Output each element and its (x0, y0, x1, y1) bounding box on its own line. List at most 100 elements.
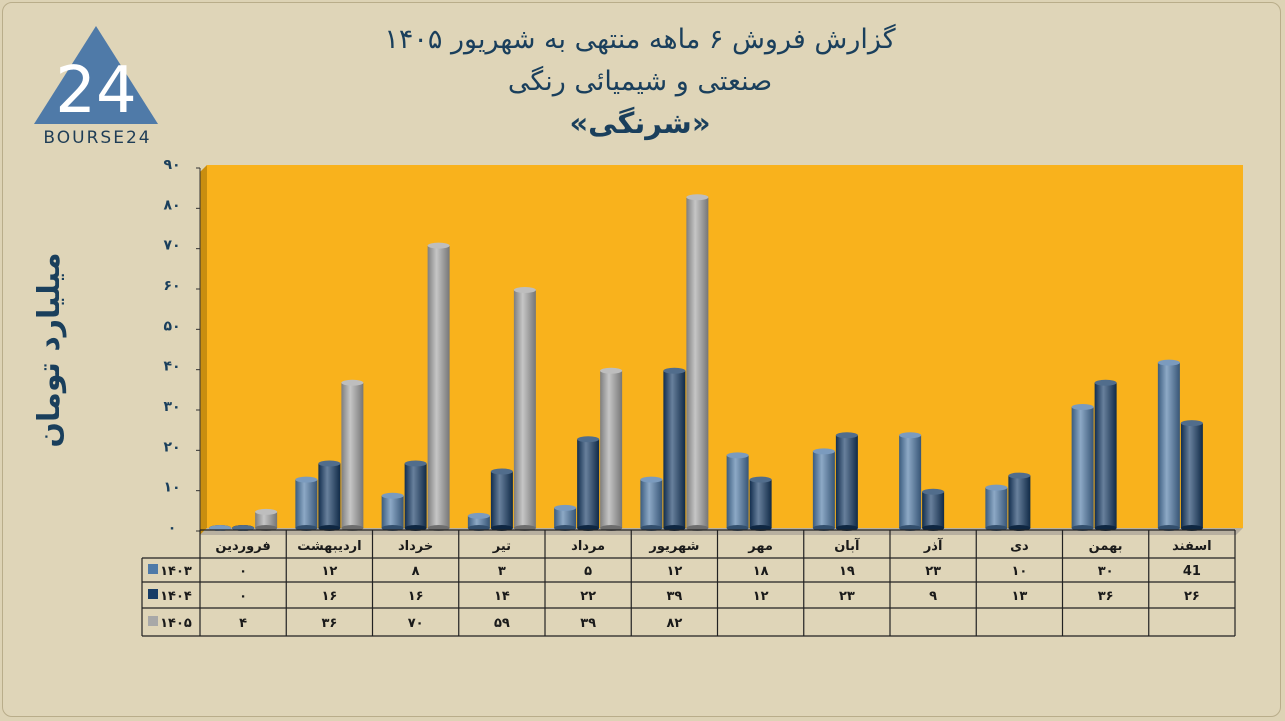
category-label: آبان (834, 537, 860, 554)
bar-top (554, 504, 577, 511)
chart-title-line2: صنعتی و شیمیائی رنگی (507, 66, 773, 97)
chart-title-line1: گزارش فروش ۶ ماهه منتهی به شهریور ۱۴۰۵ (384, 24, 896, 55)
data-label: ۳۶ (321, 616, 337, 631)
bar (749, 479, 772, 528)
bar (922, 491, 945, 528)
bar (726, 455, 749, 528)
bar (255, 511, 278, 528)
data-label: 41 (1183, 564, 1201, 579)
category-label: شهریور (648, 539, 699, 554)
data-label: ۱۲ (753, 589, 769, 604)
bar (600, 370, 623, 528)
bar-top (812, 448, 835, 455)
y-tick-label: ۳۰ (163, 399, 180, 415)
category-label: آذر (923, 537, 943, 554)
category-label: تیر (492, 539, 511, 554)
bar (295, 479, 318, 528)
legend-swatch (148, 616, 158, 626)
y-tick-label: ۴۰ (163, 359, 180, 375)
category-label: اردیبهشت (297, 539, 361, 554)
data-label: ۲۳ (925, 564, 941, 579)
data-label: ۱۳ (1011, 589, 1027, 604)
bar (513, 290, 536, 528)
category-label: بهمن (1089, 539, 1123, 554)
data-label: ۱۰ (1011, 564, 1027, 579)
data-label: ۵ (584, 564, 592, 579)
data-label: ۹ (929, 589, 937, 604)
data-label: ۳۶ (1098, 589, 1114, 604)
data-label: ۷۰ (408, 616, 424, 631)
bar (554, 507, 577, 528)
bar (835, 435, 858, 528)
bar-top (341, 379, 364, 386)
bar-top (577, 436, 600, 443)
bar (1180, 423, 1203, 528)
bar-top (381, 492, 404, 499)
bar-top (295, 476, 318, 483)
bar-top (490, 468, 513, 475)
y-tick-label: ۸۰ (163, 197, 180, 213)
data-label: ۰ (239, 589, 247, 604)
bar (640, 479, 663, 528)
data-label: ۱۸ (753, 564, 769, 579)
data-label: ۴ (239, 616, 247, 631)
bar (1008, 475, 1031, 528)
bourse24-logo-icon: 24 (34, 26, 158, 128)
bar (899, 435, 922, 528)
category-label: اسفند (1172, 539, 1211, 554)
bar (467, 515, 490, 528)
bar-top (513, 287, 536, 294)
y-tick-label: ۹۰ (163, 157, 180, 173)
legend-series-name: ۱۴۰۳ (160, 564, 192, 579)
bar-top (1157, 359, 1180, 366)
bar (812, 451, 835, 528)
y-tick-label: ۰ (168, 520, 177, 536)
bar (404, 463, 427, 528)
plot-area (207, 165, 1243, 528)
y-tick-label: ۵۰ (163, 318, 180, 334)
bar-top (427, 242, 450, 249)
y-tick-label: ۶۰ (163, 278, 180, 294)
data-label: ۲۲ (580, 589, 596, 604)
bar-top (1180, 420, 1203, 427)
bar-top (899, 432, 922, 439)
bar (381, 495, 404, 528)
data-label: ۳۹ (580, 616, 596, 631)
data-label: ۱۶ (408, 589, 424, 604)
bar-top (1094, 379, 1117, 386)
category-label: فروردین (215, 539, 270, 554)
data-label: ۳۹ (666, 589, 682, 604)
data-label: ۱۲ (666, 564, 682, 579)
bar-top (985, 484, 1008, 491)
bar-top (726, 452, 749, 459)
data-label: ۸۲ (666, 616, 682, 631)
data-label: ۵۹ (494, 616, 510, 631)
data-label: ۱۹ (839, 564, 855, 579)
legend-series-name: ۱۴۰۵ (160, 616, 192, 631)
data-label: ۳۰ (1098, 564, 1114, 579)
category-label: مهر (747, 539, 773, 554)
bar-top (922, 488, 945, 495)
legend-swatch (148, 589, 158, 599)
data-label: ۱۶ (321, 589, 337, 604)
bar-top (318, 460, 341, 467)
category-label: دی (1010, 539, 1029, 554)
bar-top (255, 508, 278, 515)
bar-top (749, 476, 772, 483)
legend-swatch (148, 564, 158, 574)
logo-text: BOURSE24 (43, 128, 152, 148)
bar (427, 245, 450, 528)
bar (490, 471, 513, 528)
bar (1094, 382, 1117, 528)
bar (1157, 362, 1180, 528)
logo-mark: 24 (55, 54, 136, 128)
category-label: خرداد (398, 539, 433, 554)
category-label: مرداد (571, 539, 605, 554)
bar-top (663, 367, 686, 374)
bar (341, 382, 364, 528)
bar-top (1071, 404, 1094, 410)
data-label: ۱۴ (494, 589, 510, 604)
y-tick-label: ۱۰ (163, 480, 180, 496)
y-tick-label: ۲۰ (163, 439, 180, 455)
